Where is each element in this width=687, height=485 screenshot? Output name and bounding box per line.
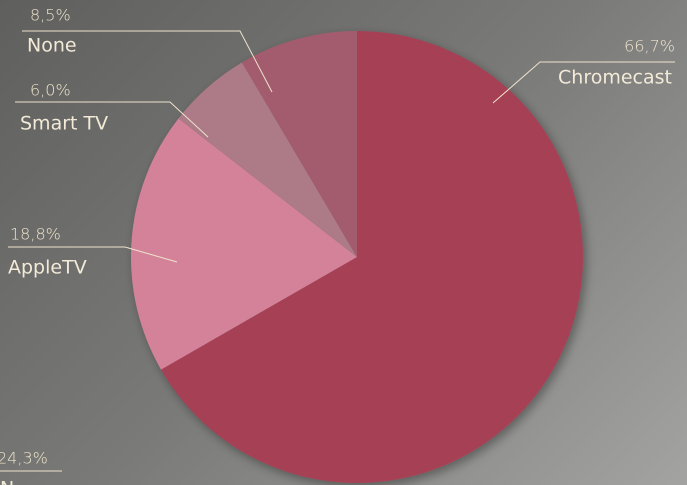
leader-line <box>15 101 209 138</box>
leader-line <box>22 30 273 93</box>
partial-label: N <box>0 478 14 485</box>
slice-label: AppleTV <box>8 257 87 279</box>
partial-percent: 24,3% <box>0 449 48 468</box>
pie-slice <box>241 31 357 257</box>
pie-slice <box>131 118 357 370</box>
slice-percent: 66,7% <box>624 37 675 56</box>
slice-percent: 8,5% <box>30 6 71 25</box>
pie-slice <box>161 31 583 483</box>
slice-label: Smart TV <box>20 113 108 135</box>
slice-label: Chromecast <box>558 67 672 89</box>
pie <box>131 31 583 483</box>
leader-line <box>8 246 178 263</box>
pie-slice <box>178 62 357 257</box>
slice-percent: 18,8% <box>10 225 61 244</box>
slice-label: None <box>27 35 77 57</box>
slice-percent: 6,0% <box>30 81 71 100</box>
leader-line <box>492 61 675 104</box>
